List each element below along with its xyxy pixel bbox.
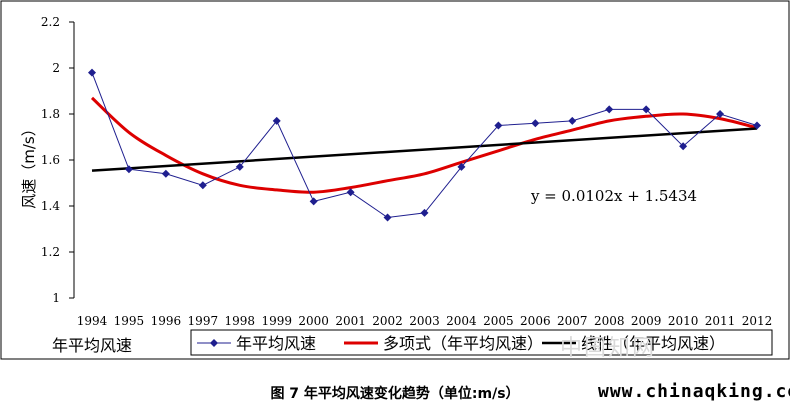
data-point-marker xyxy=(716,110,725,118)
x-tick-label: 2000 xyxy=(298,314,329,328)
series-layer xyxy=(88,68,761,222)
data-point-marker xyxy=(124,165,133,174)
y-tick-labels: 1 1.2 1.4 1.6 1.8 2 2.2 xyxy=(41,15,60,305)
x-tick-label: 2008 xyxy=(594,314,625,328)
data-point-marker xyxy=(198,181,207,190)
data-point-marker xyxy=(531,119,540,128)
y-tick-label: 1.4 xyxy=(41,199,60,213)
x-axis-label: 年平均风速 xyxy=(52,336,132,355)
data-point-marker xyxy=(272,116,281,125)
data-point-marker xyxy=(457,162,466,171)
y-tick-label: 1 xyxy=(52,291,60,305)
x-tick-label: 2005 xyxy=(483,314,514,328)
legend: 年平均风速 多项式（年平均风速） 线性（年平均风速） xyxy=(190,329,773,356)
x-tick-label: 2003 xyxy=(409,314,440,328)
y-tick-label: 1.2 xyxy=(41,245,60,259)
x-tick-label: 2006 xyxy=(520,314,551,328)
data-point-marker xyxy=(642,105,651,114)
legend-label-2: 线性（年平均风速） xyxy=(581,334,725,353)
figure-caption: 图 7 年平均风速变化趋势（单位:m/s） xyxy=(270,386,520,402)
site-watermark: www.chinaqking.com xyxy=(598,381,790,402)
data-point-marker xyxy=(235,162,244,171)
data-point-marker xyxy=(161,169,170,178)
x-tick-label: 2011 xyxy=(705,314,736,328)
x-tick-label: 2004 xyxy=(446,314,477,328)
trend-equation: y = 0.0102x + 1.5434 xyxy=(530,187,697,205)
series-line-2 xyxy=(91,127,758,172)
y-tick-label: 1.6 xyxy=(41,153,60,167)
y-tick-label: 1.8 xyxy=(41,107,60,121)
x-tick-label: 1994 xyxy=(77,314,108,328)
x-tick-label: 1997 xyxy=(188,314,219,328)
data-point-marker xyxy=(494,121,503,130)
x-tick-label: 1996 xyxy=(151,314,182,328)
data-point-marker xyxy=(568,116,577,125)
legend-label-0: 年平均风速 xyxy=(236,334,316,353)
x-tick-label: 2001 xyxy=(335,314,366,328)
x-tick-label: 2010 xyxy=(668,314,699,328)
x-tick-labels: 1994 1995 1996 1997 1998 1999 2000 2001 2002 2003… xyxy=(77,314,773,328)
legend-label-1: 多项式（年平均风速） xyxy=(383,334,543,353)
x-tick-label: 2009 xyxy=(631,314,662,328)
data-point-marker xyxy=(383,213,392,222)
y-tick-label: 2 xyxy=(52,61,60,75)
legend-marker xyxy=(210,339,218,347)
data-point-marker xyxy=(346,188,355,197)
data-point-marker xyxy=(420,208,429,217)
data-point-marker xyxy=(605,105,614,114)
x-tick-label: 1995 xyxy=(114,314,145,328)
data-point-marker xyxy=(679,142,688,151)
x-tick-label: 1998 xyxy=(225,314,256,328)
y-axis xyxy=(69,21,75,299)
series-line-1 xyxy=(90,96,758,194)
y-axis-label: 风速（m/s） xyxy=(20,121,38,208)
x-tick-label: 2002 xyxy=(372,314,403,328)
data-point-marker xyxy=(88,68,96,77)
x-tick-label: 2012 xyxy=(742,314,773,328)
x-tick-label: 1999 xyxy=(261,314,292,328)
watermark: 中国知网 xyxy=(560,336,657,361)
data-point-marker xyxy=(753,121,761,130)
data-point-marker xyxy=(309,197,318,206)
x-tick-label: 2007 xyxy=(557,314,588,328)
y-tick-label: 2.2 xyxy=(41,15,60,29)
